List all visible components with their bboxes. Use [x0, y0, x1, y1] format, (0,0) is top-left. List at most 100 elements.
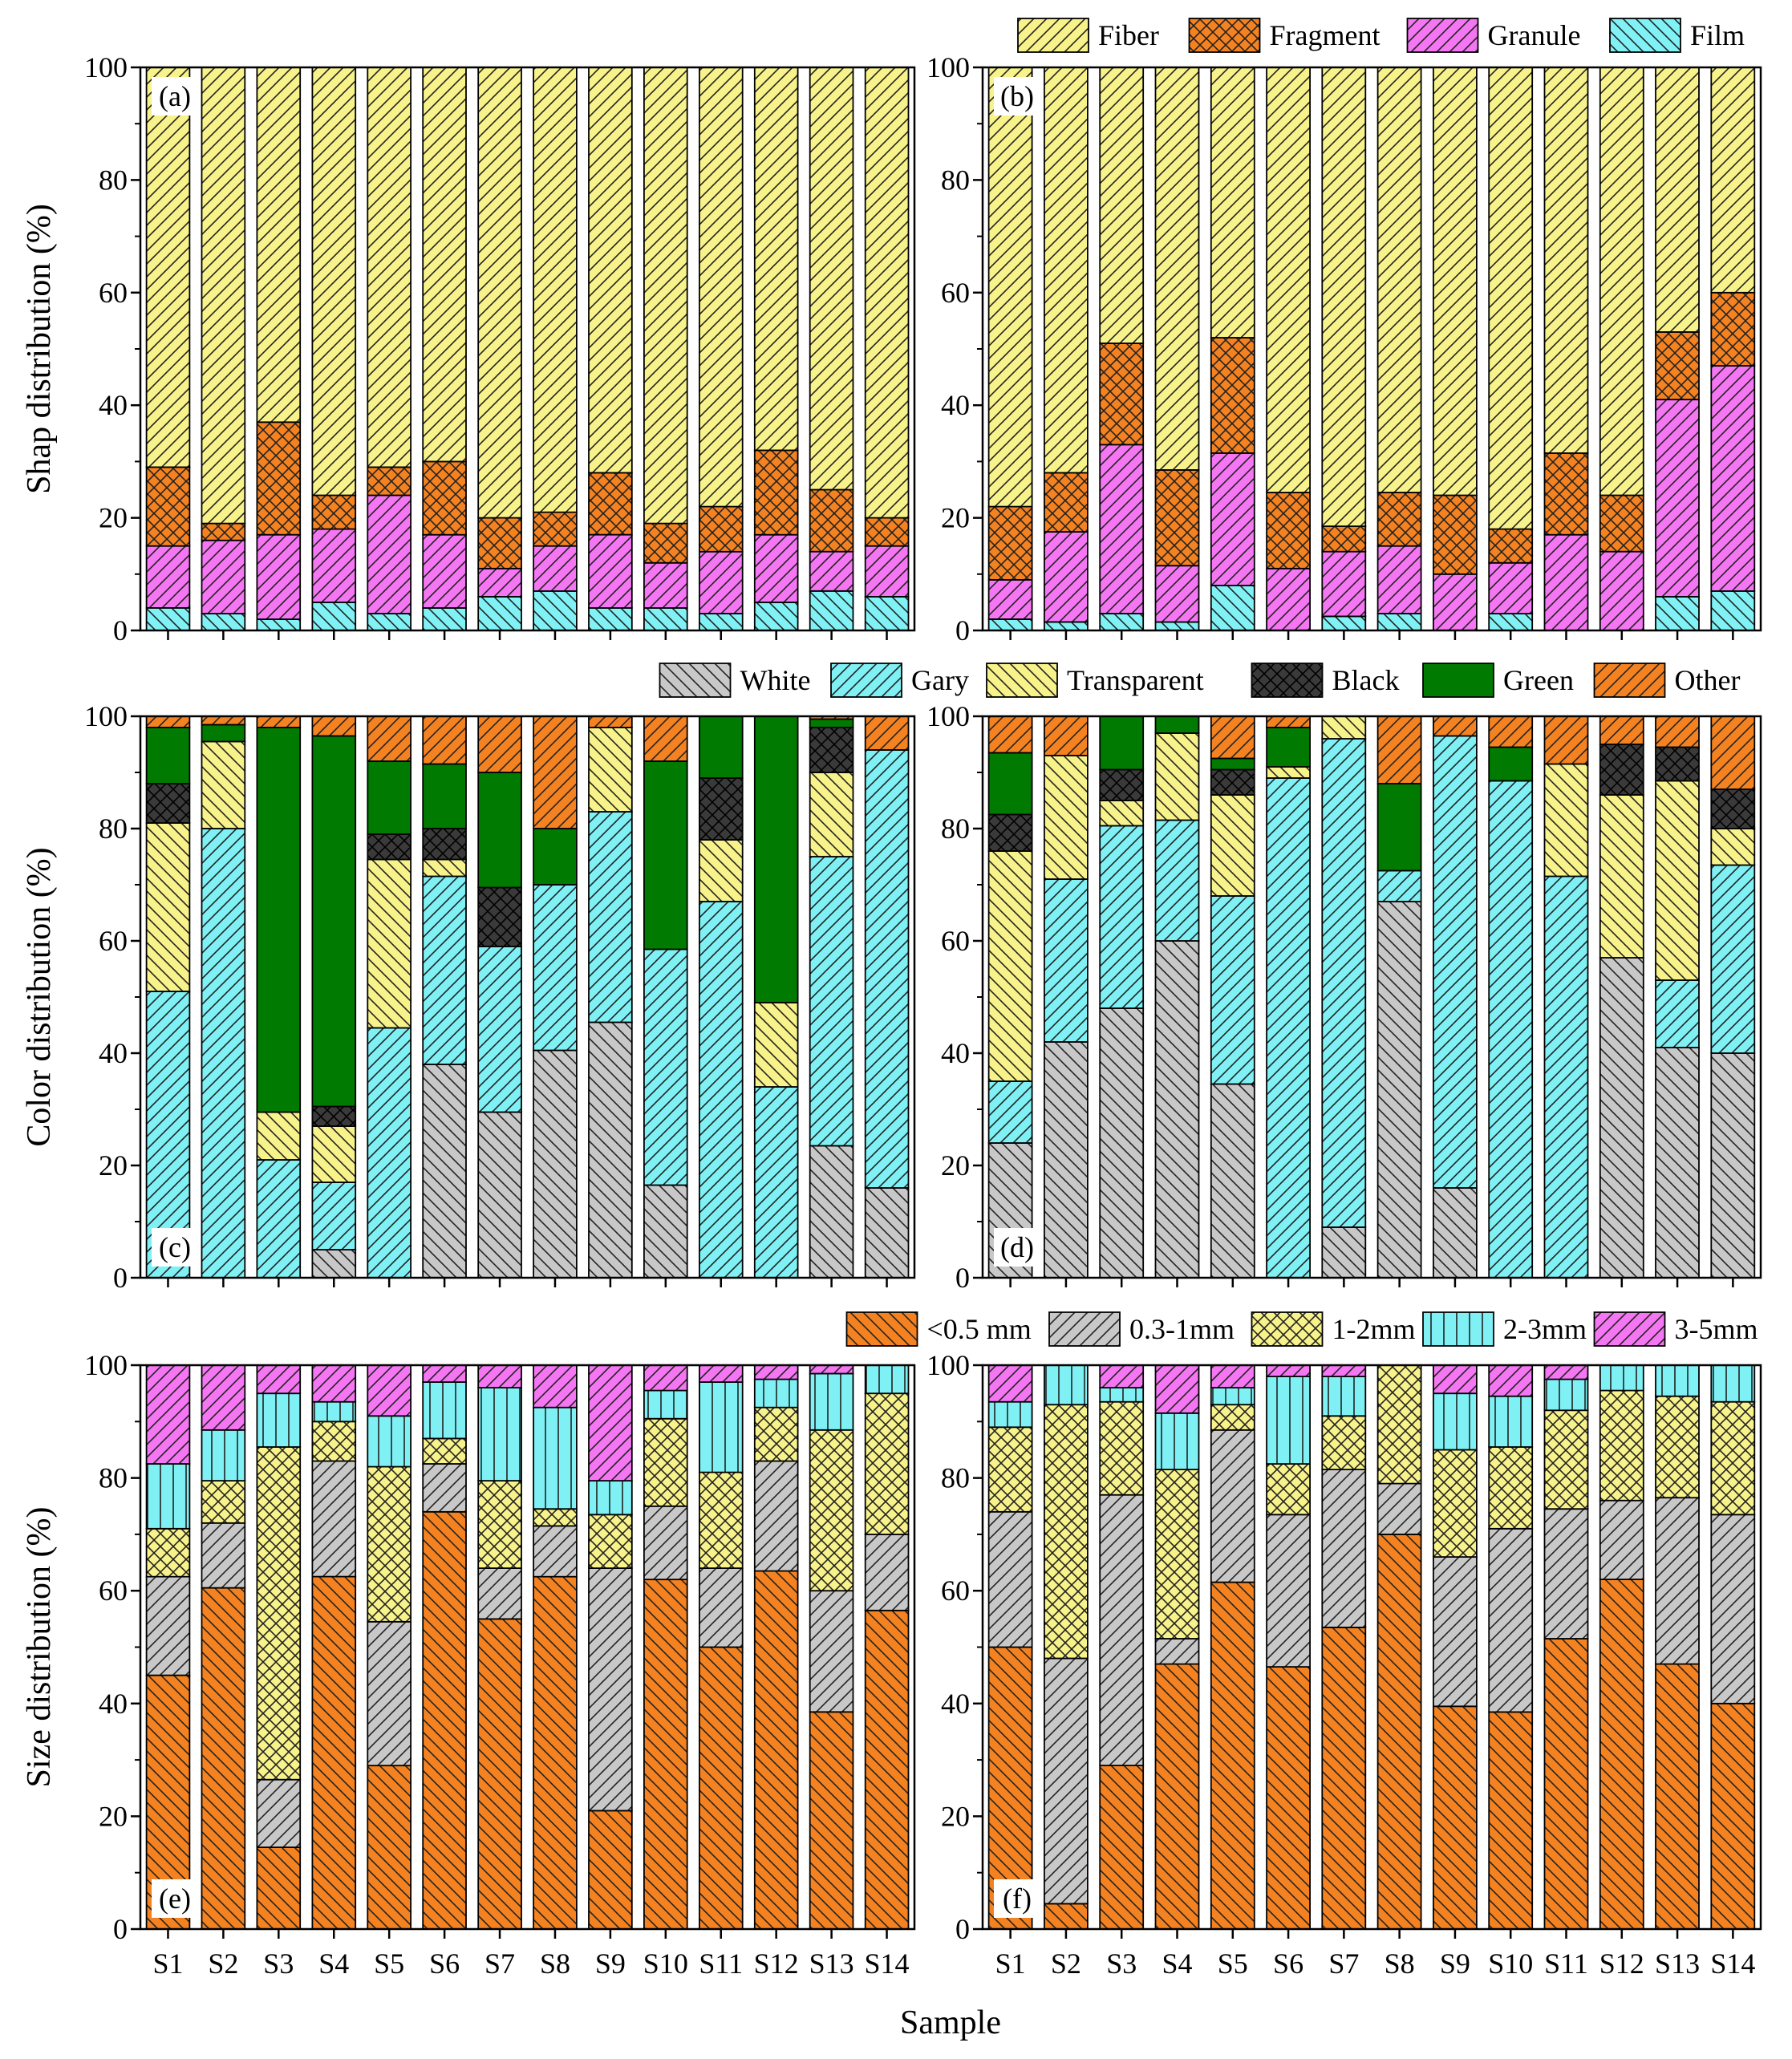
bar-c-S13-gary — [809, 856, 854, 1147]
bar-a-S7-fragment — [477, 517, 522, 569]
panel-label: (a) — [159, 80, 191, 112]
bar-e-S1-s23 — [145, 1463, 191, 1530]
bar-a-S7-granule — [477, 567, 522, 598]
bar-a-S2-granule — [201, 539, 246, 614]
bar-a-S12-fiber — [753, 67, 799, 452]
bar-a-S14-granule — [864, 545, 910, 598]
bar-c-S14-other — [864, 715, 910, 751]
bar-c-S7-white — [477, 1111, 522, 1279]
bar-f-S3-s35 — [1099, 1364, 1145, 1389]
bar-e-S9-lt05 — [588, 1810, 633, 1930]
panel-d: 0 20 40 60 80 100 (d) — [926, 700, 1762, 1294]
bar-e-S1-s35 — [145, 1364, 191, 1465]
bar-f-S4-s12 — [1154, 1469, 1200, 1639]
bar-b-S1-fiber — [987, 67, 1033, 508]
bar-a-S7-film — [477, 596, 522, 631]
bar-e-S11-lt05 — [699, 1646, 744, 1930]
x-tick-label: S14 — [865, 1948, 910, 1980]
bar-f-S14-s031 — [1710, 1514, 1756, 1704]
bar-c-S9-white — [588, 1021, 633, 1279]
bar-f-S11-s031 — [1543, 1508, 1589, 1639]
bar-b-S4-film — [1154, 621, 1200, 631]
y-tick-label: 40 — [941, 1037, 970, 1069]
bar-e-S3-s12 — [256, 1446, 302, 1781]
bar-f-S12-s12 — [1599, 1389, 1644, 1502]
bar-d-S6-green — [1266, 727, 1311, 768]
bar-f-S5-s35 — [1210, 1364, 1255, 1389]
bar-d-S13-other — [1655, 715, 1700, 748]
bar-a-S1-granule — [145, 545, 191, 609]
bar-d-S8-other — [1376, 715, 1422, 784]
bar-c-S2-other — [201, 715, 246, 726]
bar-d-S14-white — [1710, 1052, 1756, 1279]
bar-e-S12-lt05 — [753, 1570, 799, 1930]
bar-e-S14-s12 — [864, 1392, 910, 1535]
bar-a-S5-fiber — [367, 67, 412, 468]
bar-f-S13-lt05 — [1655, 1663, 1700, 1930]
y-tick-label: 0 — [955, 1262, 970, 1294]
bar-e-S13-s031 — [809, 1590, 854, 1713]
bar-c-S1-green — [145, 727, 191, 784]
bar-f-S12-s031 — [1599, 1499, 1644, 1580]
bar-e-S13-s35 — [809, 1364, 854, 1375]
panel-label: (d) — [1000, 1231, 1034, 1263]
bar-e-S13-lt05 — [809, 1711, 854, 1930]
x-tick-label: S6 — [1273, 1948, 1303, 1980]
bar-d-S3-transparent — [1099, 800, 1145, 827]
bar-f-S1-s35 — [987, 1364, 1033, 1403]
bar-f-S6-lt05 — [1266, 1666, 1311, 1930]
y-tick-label: 0 — [955, 1913, 970, 1945]
bar-a-S6-granule — [422, 533, 467, 609]
bar-c-S4-gary — [311, 1181, 357, 1250]
bar-f-S6-s23 — [1266, 1376, 1311, 1465]
bar-e-S4-s12 — [311, 1421, 357, 1462]
x-tick-label: S13 — [1655, 1948, 1700, 1980]
bar-c-S6-white — [422, 1064, 467, 1279]
bar-e-S6-s031 — [422, 1463, 467, 1513]
bar-e-S12-s35 — [753, 1364, 799, 1380]
bar-e-S14-s031 — [864, 1534, 910, 1611]
legend-swatch-s35 — [1593, 1311, 1666, 1347]
bar-e-S5-s35 — [367, 1364, 412, 1417]
bar-e-S11-s35 — [699, 1364, 744, 1384]
x-tick-label: S3 — [1106, 1948, 1137, 1980]
bar-c-S13-black — [809, 727, 854, 773]
bar-d-S3-green — [1099, 715, 1145, 771]
legend-swatch-s031 — [1048, 1311, 1121, 1347]
bar-b-S7-film — [1321, 615, 1367, 631]
bar-f-S1-s12 — [987, 1426, 1033, 1513]
bar-b-S12-granule — [1599, 550, 1644, 631]
bar-d-S5-gary — [1210, 895, 1255, 1085]
bar-a-S8-fragment — [533, 511, 578, 547]
bar-a-S1-fragment — [145, 466, 191, 547]
x-tick-label: S9 — [595, 1948, 626, 1980]
y-tick-label: 40 — [941, 1688, 970, 1720]
bar-c-S5-other — [367, 715, 412, 762]
bar-c-S7-other — [477, 715, 522, 773]
bar-a-S4-granule — [311, 528, 357, 603]
y-tick-label: 80 — [941, 1462, 970, 1494]
x-tick-label: S5 — [374, 1948, 404, 1980]
x-tick-label: S14 — [1710, 1948, 1755, 1980]
bar-e-S8-s23 — [533, 1406, 578, 1510]
bar-b-S4-fiber — [1154, 67, 1200, 471]
bar-a-S5-film — [367, 613, 412, 631]
bar-b-S3-film — [1099, 613, 1145, 631]
bar-c-S11-transparent — [699, 839, 744, 902]
bar-e-S4-s23 — [311, 1400, 357, 1423]
bar-b-S13-fragment — [1655, 330, 1700, 400]
bar-d-S3-black — [1099, 768, 1145, 801]
bar-d-S4-transparent — [1154, 732, 1200, 821]
bar-f-S2-s12 — [1044, 1404, 1089, 1660]
bar-d-S3-gary — [1099, 825, 1145, 1009]
x-tick-label: S4 — [318, 1948, 349, 1980]
bar-e-S13-s12 — [809, 1429, 854, 1592]
bar-e-S14-s23 — [864, 1364, 910, 1395]
y-tick-label: 80 — [941, 164, 970, 196]
bar-c-S2-gary — [201, 828, 246, 1279]
bar-f-S7-s23 — [1321, 1376, 1367, 1417]
y-axis-title: Color distribution (%) — [21, 847, 58, 1146]
legend-label-white: White — [740, 664, 811, 696]
legend-swatch-transparent — [986, 663, 1058, 698]
x-tick-label: S6 — [429, 1948, 460, 1980]
